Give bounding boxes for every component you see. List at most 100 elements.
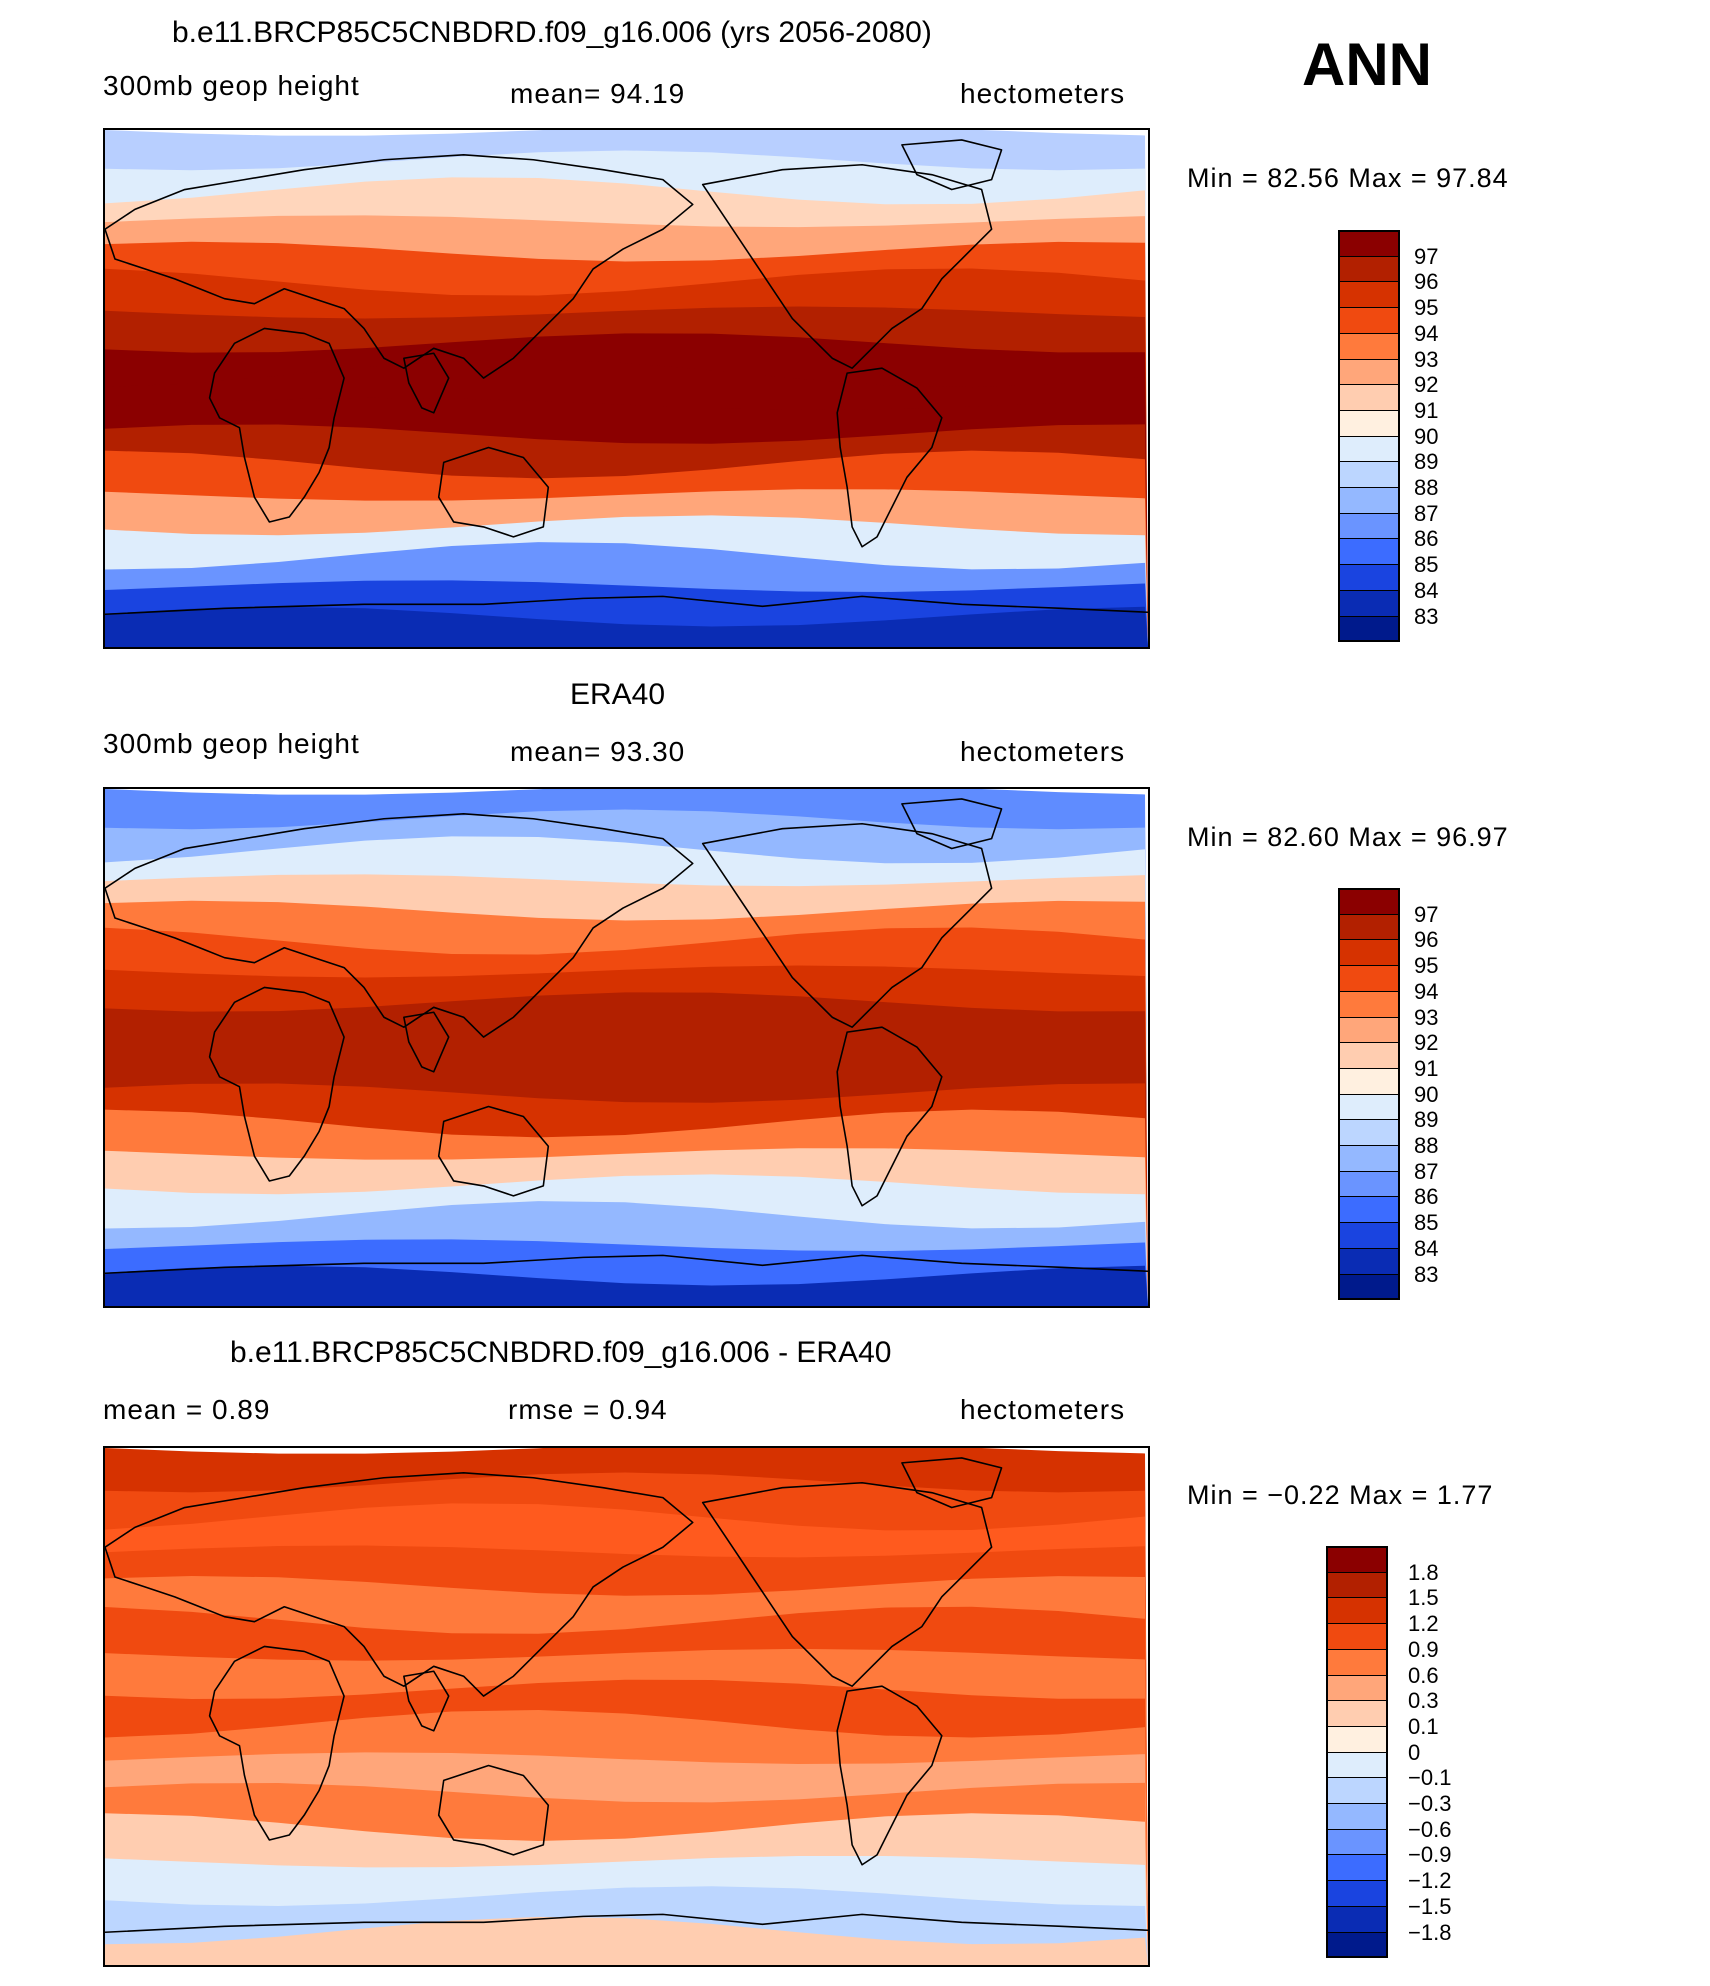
- colorbar-label: 94: [1414, 320, 1439, 346]
- colorbar-label: 90: [1414, 423, 1439, 449]
- colorbar-label: 90: [1414, 1081, 1439, 1107]
- colorbar-label: 93: [1414, 1004, 1439, 1030]
- colorbar-label: 93: [1414, 346, 1439, 372]
- colorbar-swatch: [1338, 990, 1400, 1018]
- coastline: [105, 154, 694, 379]
- colorbar-label: −1.5: [1408, 1893, 1452, 1919]
- colorbar-label: 1.2: [1408, 1611, 1439, 1637]
- coastline: [105, 813, 694, 1038]
- colorbar-label: 96: [1414, 269, 1439, 295]
- coastline: [208, 986, 345, 1182]
- colorbar-swatch: [1326, 1803, 1388, 1830]
- panel-1-title: b.e11.BRCP85C5CNBDRD.f09_g16.006 (yrs 20…: [172, 16, 932, 49]
- panel-2-variable: 300mb geop height: [103, 728, 360, 759]
- map-svg: [105, 1448, 1148, 1965]
- coastline: [208, 327, 345, 523]
- colorbar-label: 96: [1414, 927, 1439, 953]
- colorbar-swatch: [1326, 1880, 1388, 1907]
- colorbar-swatch: [1338, 1273, 1400, 1301]
- panel-3-min-max: Min = −0.22 Max = 1.77: [1187, 1480, 1494, 1510]
- colorbar-label: 97: [1414, 243, 1439, 269]
- coastline: [403, 352, 450, 414]
- panel-2-title: ERA40: [570, 678, 666, 711]
- coastline: [901, 139, 1003, 191]
- coastline: [836, 1026, 943, 1207]
- colorbar-swatch: [1338, 384, 1400, 411]
- coastline: [836, 1685, 943, 1866]
- panel-1-map: [103, 128, 1150, 649]
- panel-3-map: [103, 1446, 1150, 1967]
- colorbar-label: 1.5: [1408, 1585, 1439, 1611]
- colorbar-swatch: [1326, 1905, 1388, 1933]
- colorbar-label: 89: [1414, 1107, 1439, 1133]
- colorbar-swatch: [1326, 1597, 1388, 1625]
- colorbar-swatch: [1326, 1674, 1388, 1702]
- colorbar-label: 0.6: [1408, 1662, 1439, 1688]
- colorbar-swatch: [1338, 965, 1400, 992]
- colorbar-swatch: [1326, 1700, 1388, 1727]
- colorbar-swatch: [1338, 1145, 1400, 1172]
- panel-2-min-max: Min = 82.60 Max = 96.97: [1187, 822, 1509, 852]
- colorbar-label: 84: [1414, 577, 1439, 603]
- colorbar-label: −0.6: [1408, 1816, 1452, 1842]
- colorbar-swatch: [1326, 1571, 1388, 1599]
- colorbar-label: 0.3: [1408, 1688, 1439, 1714]
- colorbar-swatch: [1338, 1016, 1400, 1044]
- coastline: [208, 1645, 345, 1841]
- colorbar-label: 0.9: [1408, 1636, 1439, 1662]
- colorbar-label: 88: [1414, 1133, 1439, 1158]
- contour-band: [105, 606, 1148, 647]
- colorbar-label: 85: [1414, 1210, 1439, 1236]
- colorbar-swatch: [1338, 358, 1400, 386]
- colorbar-label: 86: [1414, 526, 1439, 552]
- colorbar-swatch: [1326, 1828, 1388, 1856]
- season-label: ANN: [1302, 31, 1432, 98]
- map-svg: [105, 789, 1148, 1306]
- colorbar-swatch: [1326, 1648, 1388, 1676]
- panel-1-variable: 300mb geop height: [103, 70, 360, 101]
- colorbar-swatch: [1338, 1042, 1400, 1069]
- colorbar-label: 84: [1414, 1235, 1439, 1261]
- coastline: [437, 1764, 550, 1856]
- panel-1-mean: mean= 94.19: [510, 78, 686, 109]
- colorbar-swatch: [1326, 1623, 1388, 1650]
- colorbar-swatch: [1326, 1546, 1388, 1573]
- colorbar-swatch: [1338, 1247, 1400, 1275]
- colorbar-label: 87: [1414, 1158, 1439, 1184]
- colorbar-label: 92: [1414, 1030, 1439, 1056]
- colorbar-swatch: [1338, 281, 1400, 309]
- colorbar-label: 85: [1414, 552, 1439, 578]
- colorbar-label: 0.1: [1408, 1713, 1439, 1739]
- coastline: [701, 1481, 993, 1687]
- coastline: [701, 163, 993, 369]
- colorbar-swatch: [1338, 487, 1400, 514]
- coastline: [701, 822, 993, 1028]
- colorbar-label: 88: [1414, 475, 1439, 500]
- colorbar-swatch: [1338, 1093, 1400, 1121]
- colorbar-swatch: [1338, 1196, 1400, 1224]
- colorbar-swatch: [1326, 1751, 1388, 1779]
- coastline: [403, 1011, 450, 1073]
- colorbar-label: 95: [1414, 953, 1439, 979]
- coastline: [105, 1254, 1148, 1275]
- colorbar-swatch: [1338, 1067, 1400, 1095]
- colorbar-label: 83: [1414, 1261, 1439, 1287]
- colorbar-label: 87: [1414, 500, 1439, 526]
- colorbar-label: 92: [1414, 372, 1439, 398]
- coastline: [836, 367, 943, 548]
- panel-3-rmse: rmse = 0.94: [508, 1394, 668, 1425]
- colorbar-swatch: [1338, 255, 1400, 283]
- colorbar-swatch: [1338, 307, 1400, 334]
- colorbar-swatch: [1338, 564, 1400, 591]
- map-svg: [105, 130, 1148, 647]
- colorbar-label: 97: [1414, 901, 1439, 927]
- colorbar-swatch: [1338, 332, 1400, 360]
- coastline: [437, 446, 550, 538]
- colorbar-label: 89: [1414, 449, 1439, 475]
- panel-2-units: hectometers: [960, 736, 1126, 767]
- colorbar-label: 95: [1414, 295, 1439, 321]
- colorbar-label: 91: [1414, 1055, 1439, 1081]
- panel-3-title: b.e11.BRCP85C5CNBDRD.f09_g16.006 - ERA40: [230, 1336, 892, 1369]
- colorbar-swatch: [1338, 1222, 1400, 1249]
- colorbar-swatch: [1326, 1725, 1388, 1753]
